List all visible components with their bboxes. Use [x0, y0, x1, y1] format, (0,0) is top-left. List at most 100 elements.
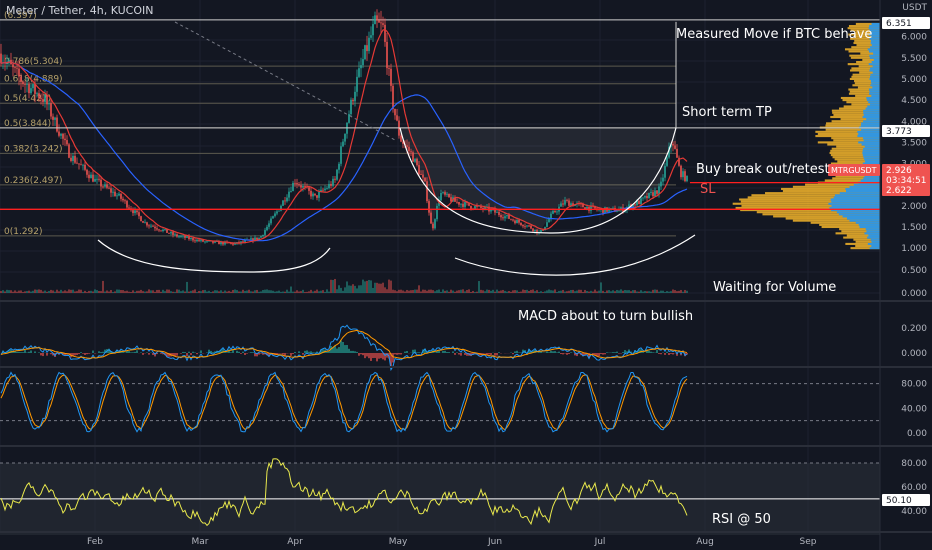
candle-body [652, 192, 654, 197]
volume-profile-bar [832, 156, 880, 159]
candle-body [26, 84, 28, 85]
candle-body [160, 230, 162, 232]
macd-histogram-bar [488, 353, 490, 355]
candle-body [84, 164, 86, 170]
candle-body [104, 184, 106, 187]
volume-bar [532, 289, 534, 293]
candle-body [336, 169, 338, 180]
volume-bar [684, 289, 686, 293]
volume-profile-bar [847, 27, 880, 30]
volume-bar [342, 290, 344, 293]
volume-bar [580, 289, 582, 293]
volume-bar [200, 291, 202, 293]
candle-body [128, 207, 130, 209]
macd-histogram-bar [184, 352, 186, 353]
annotation-short-tp: Short term TP [682, 105, 772, 120]
volume-bar [246, 290, 248, 293]
volume-bar [552, 290, 554, 293]
macd-histogram-bar [290, 353, 292, 356]
macd-histogram-bar [142, 353, 144, 355]
volume-profile-buy [842, 215, 880, 218]
volume-bar [130, 292, 132, 293]
macd-histogram-bar [592, 353, 594, 355]
candle-body [244, 240, 246, 242]
volume-bar [658, 291, 660, 293]
macd-histogram-bar [516, 350, 518, 353]
volume-profile-buy [830, 198, 880, 201]
volume-bar [640, 290, 642, 293]
candle-body [132, 210, 134, 214]
annotation-volume: Waiting for Volume [713, 280, 836, 295]
macd-histogram-bar [292, 353, 294, 355]
candle-body [372, 24, 374, 36]
volume-profile-buy [862, 154, 880, 157]
volume-bar [132, 290, 134, 293]
price-tick-label: 3.500 [901, 138, 927, 148]
macd-histogram-bar [658, 353, 660, 354]
macd-histogram-bar [490, 353, 492, 355]
candle-body [468, 202, 470, 206]
volume-tick-label: 0.000 [901, 289, 927, 299]
volume-bar [24, 291, 26, 293]
volume-bar [380, 283, 382, 293]
macd-histogram-bar [538, 352, 540, 353]
candle-body [190, 238, 192, 240]
candle-body [522, 225, 524, 227]
volume-bar [430, 289, 432, 293]
volume-bar [448, 291, 450, 293]
volume-bar [472, 290, 474, 293]
volume-bar [56, 289, 58, 293]
candle-body [674, 145, 676, 149]
volume-bar [570, 289, 572, 293]
volume-bar [262, 290, 264, 293]
candle-body [14, 67, 16, 68]
macd-histogram-bar [222, 348, 224, 353]
candle-body [444, 192, 446, 195]
volume-profile-bar [837, 160, 880, 163]
candle-body [218, 241, 220, 245]
volume-bar [326, 289, 328, 293]
macd-histogram-bar [458, 353, 460, 355]
rsi-tick-label: 60.00 [901, 483, 927, 493]
candle-body [182, 235, 184, 237]
macd-histogram-bar [670, 353, 672, 354]
volume-bar [372, 287, 374, 293]
volume-profile-buy [871, 240, 880, 243]
volume-profile-bar [835, 232, 880, 235]
ma-slow-line [0, 61, 688, 242]
candle-body [436, 205, 438, 220]
volume-profile-bar [843, 105, 880, 108]
candle-body [668, 147, 670, 158]
volume-bar [84, 290, 86, 293]
volume-bar [384, 287, 386, 293]
volume-bar [308, 291, 310, 293]
volume-bar [578, 289, 580, 293]
candle-body [140, 216, 142, 222]
volume-bar [366, 280, 368, 293]
candle-body [396, 115, 398, 121]
volume-bar [6, 289, 8, 293]
macd-histogram-bar [578, 353, 580, 354]
volume-bar [206, 291, 208, 293]
fib-label: (6.397) [4, 11, 37, 21]
candle-body [120, 193, 122, 199]
candle-body [562, 203, 564, 205]
macd-histogram-bar [364, 353, 366, 359]
macd-histogram-bar [208, 349, 210, 353]
macd-histogram-bar [176, 353, 178, 356]
candle-body [648, 192, 650, 199]
volume-profile-buy [863, 109, 880, 112]
volume-bar [36, 289, 38, 293]
candle-body [108, 187, 110, 189]
macd-histogram-bar [254, 353, 256, 357]
macd-histogram-bar [604, 353, 606, 355]
candle-body [192, 238, 194, 241]
candle-body [318, 191, 320, 198]
candle-body [498, 212, 500, 216]
volume-bar [458, 290, 460, 293]
macd-histogram-bar [484, 353, 486, 354]
candle-body [682, 171, 684, 178]
volume-profile-buy [869, 67, 880, 70]
volume-bar [674, 290, 676, 293]
